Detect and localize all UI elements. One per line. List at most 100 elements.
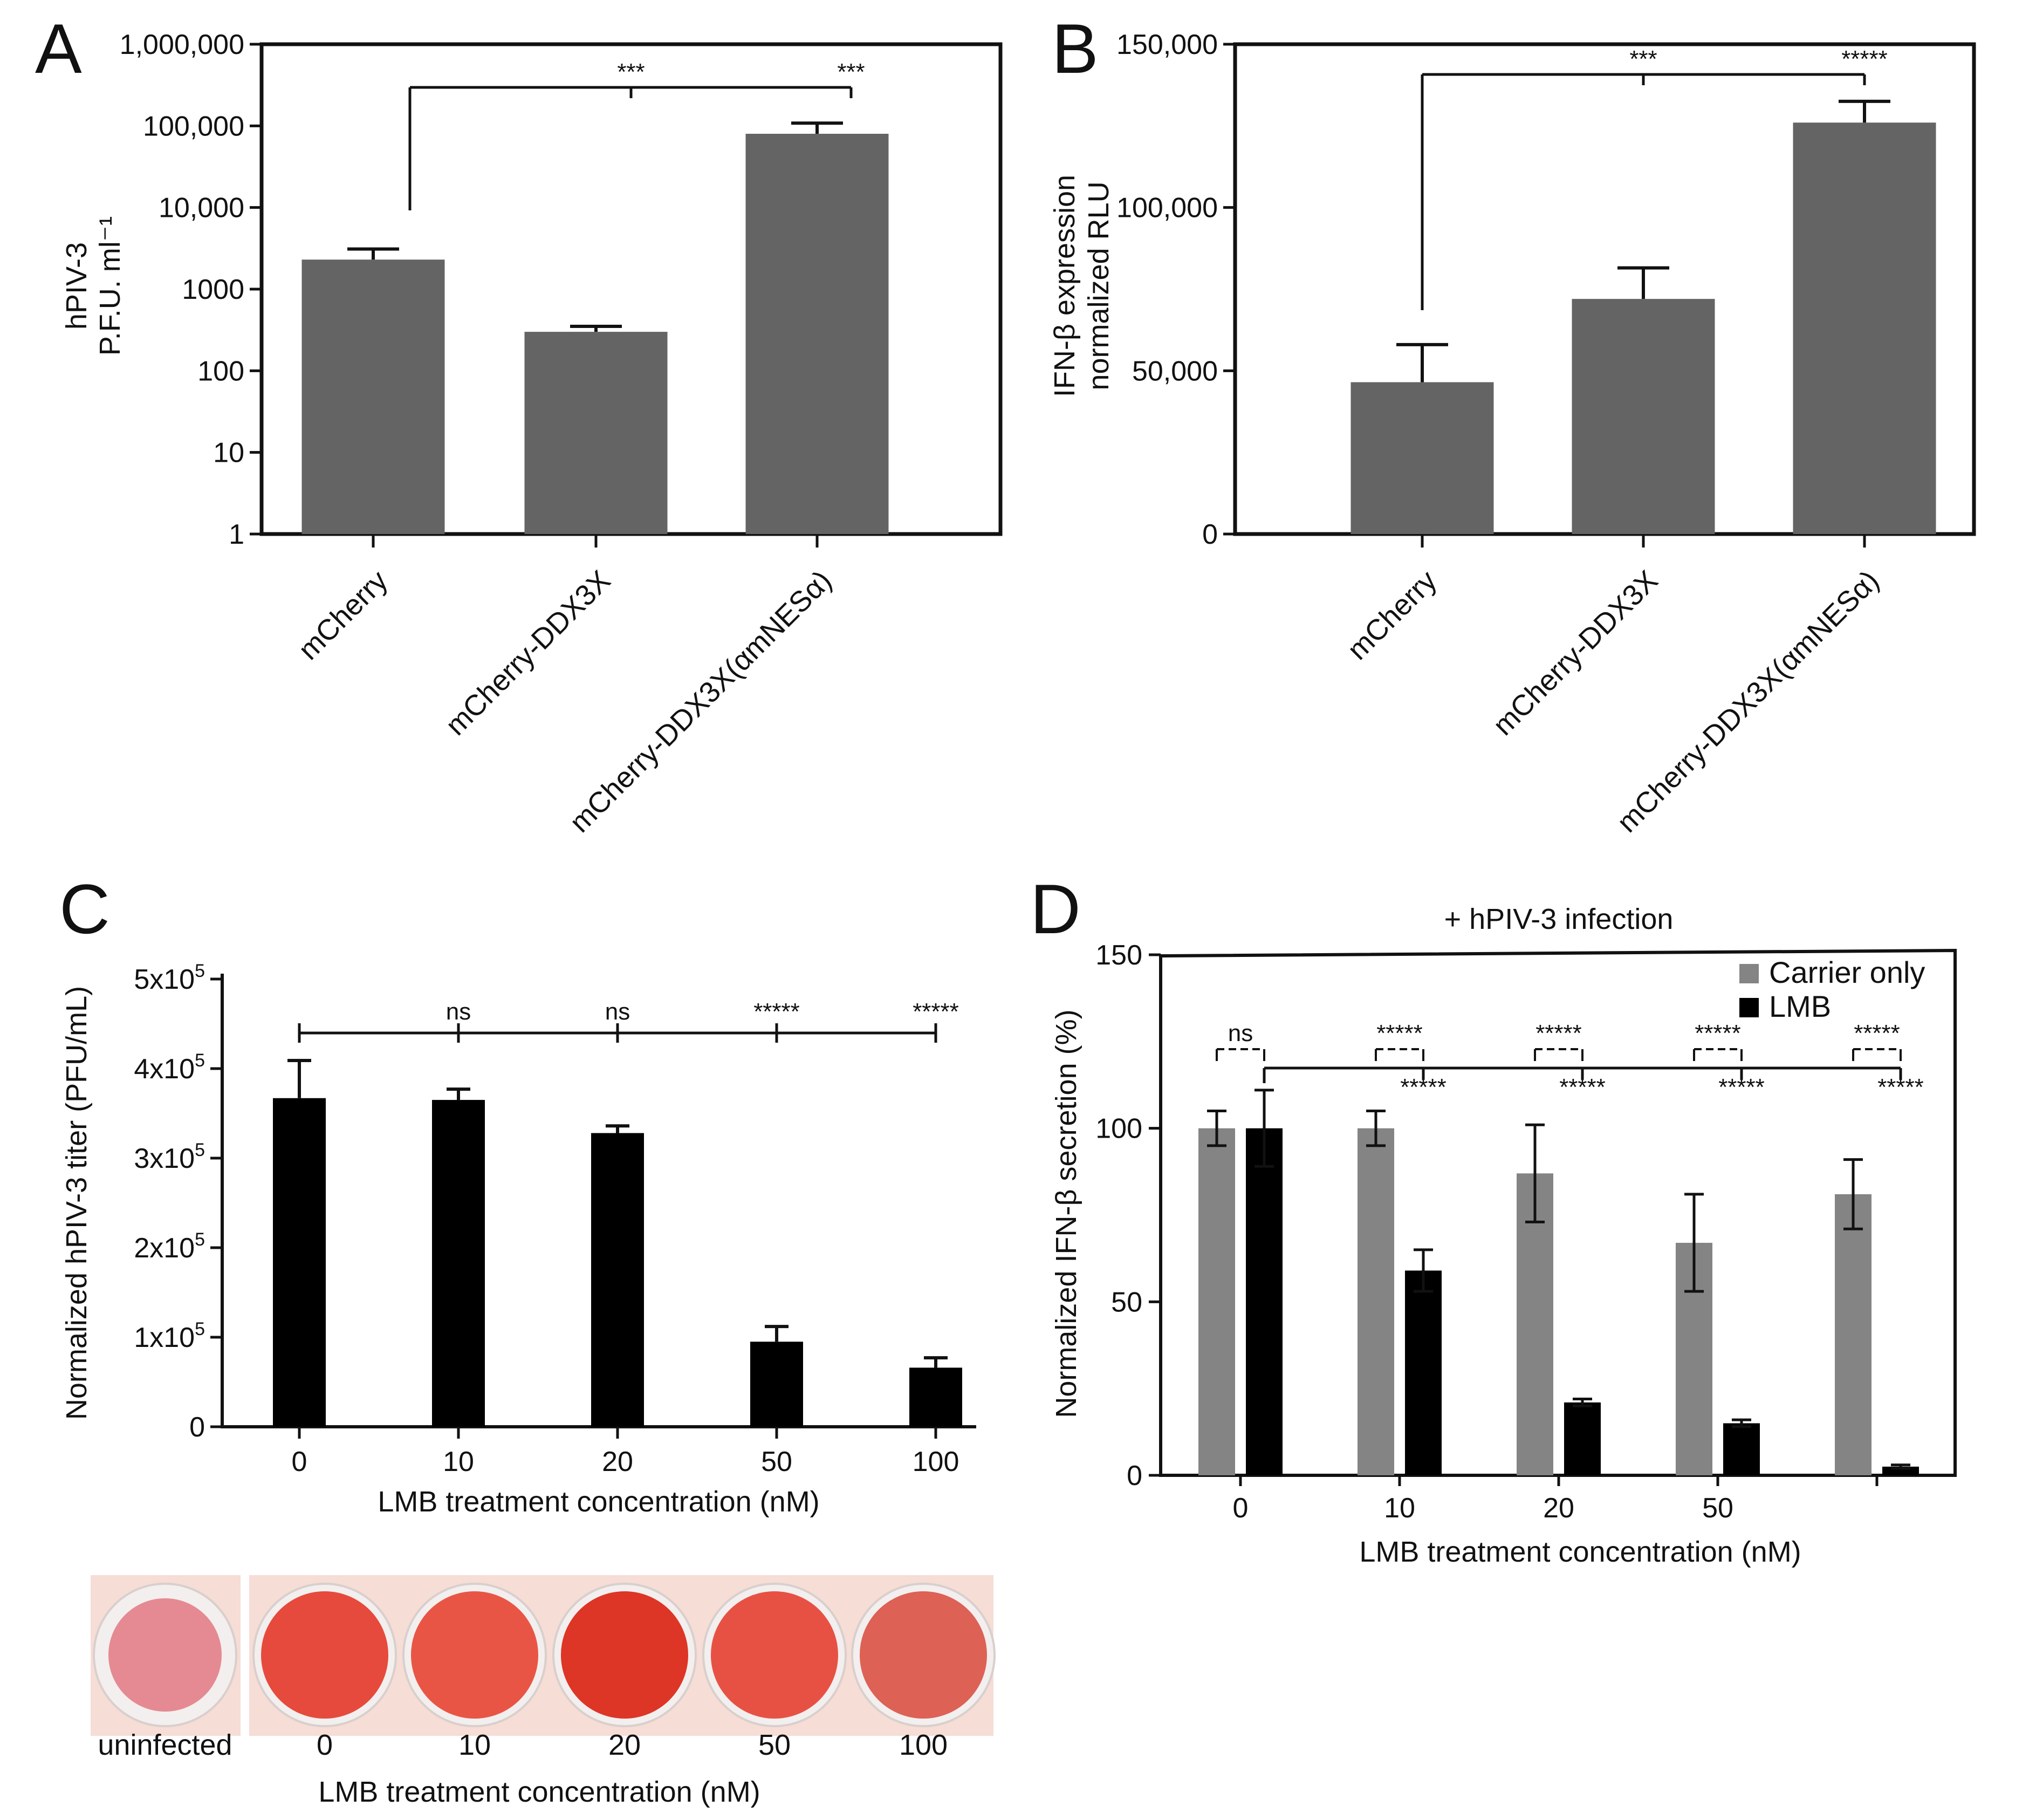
y-tick-label-b: 100,000 (1116, 193, 1218, 224)
well-stain (860, 1591, 987, 1719)
lmb-sig-label-d: ***** (1877, 1074, 1924, 1100)
well-stain (711, 1591, 838, 1719)
bar-lmb-d (1723, 1423, 1760, 1475)
x-tick-label-b: mCherry-DDX3X(αmNESα) (1611, 564, 1886, 839)
photo-label: 20 (608, 1729, 641, 1761)
y-axis-title-b: IFN-β expression (1048, 175, 1081, 397)
y-tick-label-d: 50 (1111, 1287, 1142, 1318)
bar-c (750, 1342, 803, 1427)
y-tick-label-a: 1 (229, 519, 244, 550)
chart-b: 0 50,000 100,000 150,000 mCherry mCherry-DDX3… (1048, 29, 1976, 839)
x-tick-label-a: mCherry-DDX3X(αmNESα) (564, 564, 838, 839)
bar-carrier-d (1517, 1173, 1553, 1475)
x-tick-label-c: 10 (443, 1446, 474, 1477)
x-tick-label-b: mCherry-DDX3X (1487, 564, 1664, 742)
pair-sig-label-d: ***** (1695, 1020, 1741, 1046)
well-stain (108, 1598, 222, 1712)
panel-letter-b: B (1052, 9, 1099, 88)
y-tick-label-a: 1000 (182, 274, 244, 305)
y-tick-label-a: 1,000,000 (120, 29, 244, 60)
y-tick-label-c: 2x105 (134, 1229, 205, 1264)
y-tick-label-c: 4x105 (134, 1050, 205, 1085)
y-tick-label-a: 10,000 (159, 193, 244, 224)
y-axis-title-a: P.F.U. ml⁻¹ (94, 216, 126, 356)
y-tick-label-c: 0 (189, 1412, 205, 1443)
bar-c (591, 1133, 644, 1427)
photo-label: 10 (458, 1729, 491, 1761)
x-tick-label-c: 100 (913, 1446, 959, 1477)
well-stain (561, 1591, 688, 1719)
photo-label: uninfected (98, 1729, 232, 1761)
well-stain (411, 1591, 538, 1719)
photo-label: 50 (758, 1729, 791, 1761)
pair-sig-label-d: ns (1228, 1020, 1253, 1046)
bar-c (909, 1367, 962, 1427)
panel-letter-c: C (59, 870, 110, 948)
chart-c: 0 1x105 2x105 3x105 4x105 5x105 0 10 20 50 100 ns ns… (60, 961, 976, 1518)
x-tick-label-d: 50 (1702, 1493, 1733, 1524)
y-axis-title-d: Normalized IFN-β secretion (%) (1050, 1009, 1082, 1418)
y-tick-label-b: 150,000 (1116, 29, 1218, 60)
sig-label-c: ***** (753, 998, 800, 1025)
y-tick-label-d: 150 (1095, 940, 1142, 971)
x-tick-label-d: 10 (1384, 1493, 1415, 1524)
x-tick-label-b: mCherry (1341, 564, 1443, 666)
bar-c (273, 1098, 326, 1427)
y-tick-label-c: 3x105 (134, 1140, 205, 1174)
well-stain (261, 1591, 388, 1719)
y-tick-label-a: 100 (197, 355, 244, 387)
sig-label-a: *** (837, 59, 865, 85)
y-axis-title-c: Normalized hPIV-3 titer (PFU/mL) (60, 986, 93, 1420)
y-tick-label-a: 10 (213, 437, 244, 469)
bar-lmb-d (1405, 1270, 1442, 1475)
x-tick-label-d: 0 (1233, 1493, 1249, 1524)
lmb-sig-label-d: ***** (1400, 1074, 1447, 1100)
bar-a (745, 133, 889, 535)
x-axis-title-c: LMB treatment concentration (nM) (378, 1486, 819, 1518)
sig-label-b: *** (1629, 46, 1657, 72)
x-tick-label-c: 20 (602, 1446, 633, 1477)
y-tick-label-b: 50,000 (1132, 355, 1218, 387)
bar-lmb-d (1564, 1402, 1601, 1475)
y-axis-title-b: normalized RLU (1082, 181, 1115, 390)
legend-swatch-carrier-d (1739, 964, 1759, 983)
x-tick-label-a: mCherry-DDX3X (440, 564, 617, 742)
pair-sig-label-d: ***** (1535, 1020, 1582, 1046)
sig-label-c: ns (605, 998, 630, 1025)
sig-label-c: ns (446, 998, 471, 1025)
y-tick-label-a: 100,000 (143, 111, 244, 142)
y-tick-label-d: 100 (1095, 1113, 1142, 1145)
pair-sig-label-d: ***** (1376, 1020, 1423, 1046)
x-axis-title-d: LMB treatment concentration (nM) (1359, 1536, 1801, 1568)
plaque-assay-photo: uninfected 0 10 20 50 100 LMB treatment conce… (91, 1575, 996, 1808)
bar-b (1793, 122, 1936, 534)
bar-carrier-d (1835, 1194, 1872, 1475)
legend-label-lmb-d: LMB (1769, 989, 1831, 1023)
panel-letter-d: D (1030, 870, 1081, 948)
photo-xlabel: LMB treatment concentration (nM) (318, 1776, 760, 1808)
y-tick-label-c: 1x105 (134, 1319, 205, 1353)
y-tick-label-c: 5x105 (134, 961, 205, 995)
bar-a (524, 332, 668, 534)
sig-label-b: ***** (1841, 46, 1888, 72)
y-tick-label-d: 0 (1127, 1460, 1142, 1491)
bar-a (301, 259, 445, 534)
sig-label-a: *** (617, 59, 645, 85)
y-axis-title-a: hPIV-3 (60, 242, 93, 330)
chart-a: 1 10 100 1000 10,000 100,000 1,000,000 mCherry m… (60, 29, 1003, 839)
x-tick-label-a: mCherry (292, 564, 394, 666)
bar-c (432, 1100, 485, 1427)
pair-sig-label-d: ***** (1854, 1020, 1900, 1046)
chart-d: 0 50 100 150 0 10 20 50 ns ***** ***** ***** ***** **… (1050, 903, 1957, 1568)
panel-letter-a: A (35, 9, 82, 88)
bar-lmb-d (1246, 1128, 1283, 1475)
lmb-sig-label-d: ***** (1718, 1074, 1765, 1100)
bar-b (1351, 382, 1494, 534)
sig-label-c: ***** (913, 998, 959, 1025)
x-tick-label-c: 0 (292, 1446, 307, 1477)
lmb-sig-label-d: ***** (1559, 1074, 1606, 1100)
bar-b (1572, 299, 1715, 534)
photo-label: 0 (317, 1729, 333, 1761)
legend-label-carrier-d: Carrier only (1769, 955, 1925, 989)
